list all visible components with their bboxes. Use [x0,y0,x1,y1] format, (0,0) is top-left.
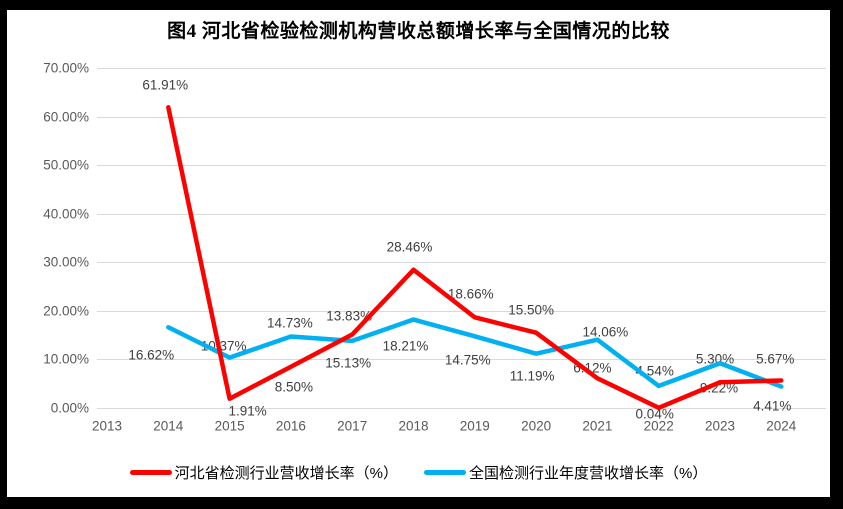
data-label: 28.46% [386,239,433,255]
gridline [97,213,826,215]
legend-label-national: 全国检测行业年度营收增长率（%） [469,465,708,482]
data-label: 11.19% [509,368,555,384]
y-axis-tick-label: 40.00% [43,206,89,222]
series-line [166,317,784,389]
data-label: 15.50% [508,302,554,318]
data-label: 18.66% [447,286,494,302]
data-label: 5.67% [756,351,795,367]
x-axis-tick-label: 2013 [91,418,123,434]
legend: 河北省检测行业营收增长率（%） 全国检测行业年度营收增长率（%） [7,462,830,483]
y-axis-tick-label: 0.00% [50,400,89,416]
data-label: 0.04% [635,406,674,422]
x-axis-tick-label: 2018 [398,418,429,434]
plot-area: 70.00% 60.00% 50.00% 40.00% 30.00% 20.00% 10.0… [7,10,830,497]
gridline [97,359,826,361]
x-axis-tick-label: 2023 [704,418,736,434]
x-axis-tick-label: 2016 [275,418,306,434]
x-axis-tick-label: 2014 [153,418,184,434]
data-label: 16.62% [128,347,175,363]
hebei-line-swatch [129,470,172,475]
data-label: 6.12% [573,360,612,376]
y-axis-tick-label: 60.00% [43,109,89,125]
gridline [97,310,826,312]
data-label: 61.91% [142,77,189,93]
legend-label-hebei: 河北省检测行业营收增长率（%） [174,465,398,482]
legend-item-national: 全国检测行业年度营收增长率（%） [424,462,707,483]
y-axis-tick-label: 10.00% [43,351,89,367]
gridline [97,165,826,167]
series-lines [166,105,784,411]
data-label: 13.83% [326,308,373,324]
series-line [166,105,784,411]
gridline [97,408,826,409]
data-label: 1.91% [228,403,267,419]
chart-title: 图4 河北省检验检测机构营收总额增长率与全国情况的比较 [167,21,670,42]
x-axis-tick-label: 2017 [337,418,368,434]
data-label: 14.06% [582,324,629,340]
data-label: 18.21% [382,338,429,354]
gridline [97,262,826,264]
y-axis-tick-label: 70.00% [43,60,89,76]
data-label: 14.75% [444,352,491,368]
data-label: 15.13% [325,355,372,370]
y-axis-tick-label: 30.00% [43,254,89,270]
gridline [97,116,826,118]
y-axis-tick-label: 50.00% [43,157,89,173]
legend-item-hebei: 河北省检测行业营收增长率（%） [129,462,398,483]
gridline [97,68,826,69]
x-axis-tick-label: 2015 [214,418,245,434]
national-line-swatch [424,470,466,475]
data-label: 14.73% [266,315,313,331]
x-axis-tick-label: 2021 [582,418,613,434]
data-label: 4.41% [753,398,792,414]
chart-canvas: 图4 河北省检验检测机构营收总额增长率与全国情况的比较 70.00% 60.00%… [7,10,830,497]
data-label: 8.50% [274,379,314,395]
x-axis-tick-label: 2020 [521,418,552,434]
x-axis-tick-label: 2022 [643,418,674,434]
x-axis-tick-label: 2019 [459,418,490,434]
x-axis-tick-label: 2024 [766,418,797,434]
y-axis-tick-label: 20.00% [43,303,89,319]
